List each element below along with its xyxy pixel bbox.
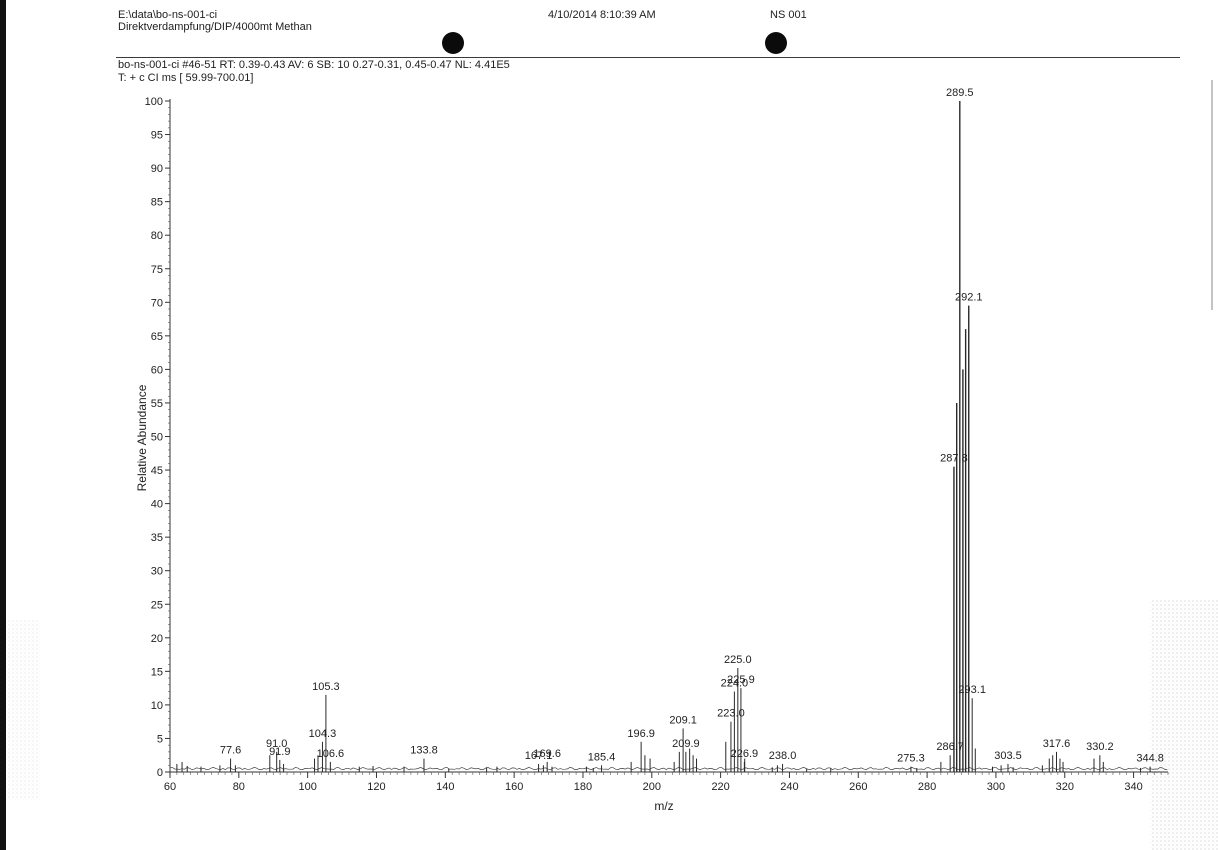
x-tick-label: 120 <box>367 781 385 793</box>
peak-label: 224.0 <box>721 677 749 689</box>
x-tick-label: 300 <box>987 781 1005 793</box>
x-tick-label: 260 <box>849 781 867 793</box>
y-tick-label: 80 <box>151 230 163 242</box>
spectrum-peaks <box>169 101 1168 772</box>
peak-label: 196.9 <box>627 728 655 740</box>
y-tick-label: 15 <box>151 666 163 678</box>
peak-label: 91.0 <box>266 738 287 750</box>
peak-label: 293.1 <box>958 684 986 696</box>
x-tick-label: 340 <box>1124 781 1142 793</box>
punch-hole-left <box>442 32 464 54</box>
peak-label: 286.7 <box>936 741 964 753</box>
x-axis-label: m/z <box>654 799 673 813</box>
y-tick-label: 75 <box>151 264 163 276</box>
peak-label: 133.8 <box>410 745 438 757</box>
method-text: Direktverdampfung/DIP/4000mt Methan <box>118 21 312 33</box>
x-tick-label: 60 <box>164 781 176 793</box>
peak-label: 91.9 <box>269 746 290 758</box>
acquisition-datetime: 4/10/2014 8:10:39 AM <box>548 9 656 21</box>
y-tick-label: 55 <box>151 398 163 410</box>
sample-name: NS 001 <box>770 9 807 21</box>
x-tick-label: 80 <box>233 781 245 793</box>
peak-label: 169.6 <box>533 748 561 760</box>
y-tick-label: 10 <box>151 700 163 712</box>
peak-label: 209.1 <box>669 714 697 726</box>
y-tick-label: 30 <box>151 566 163 578</box>
chart-axes: 0 5 10 15 20 25 30 35 40 45 50 55 60 65 70 75 80 85 90 95 10… <box>145 96 1169 793</box>
y-tick-label: 5 <box>157 733 163 745</box>
x-tick-label: 140 <box>436 781 454 793</box>
x-tick-label: 100 <box>298 781 316 793</box>
x-tick-label: 180 <box>574 781 592 793</box>
y-tick-label: 35 <box>151 532 163 544</box>
peak-label: 167.1 <box>525 750 553 762</box>
y-tick-label: 90 <box>151 163 163 175</box>
peak-label: 344.8 <box>1136 753 1164 765</box>
y-tick-label: 100 <box>145 96 163 108</box>
y-tick-label: 65 <box>151 331 163 343</box>
x-tick-label: 160 <box>505 781 523 793</box>
y-tick-label: 0 <box>157 767 163 779</box>
peak-label: 317.6 <box>1043 738 1071 750</box>
header-divider <box>116 57 1180 58</box>
y-tick-label: 70 <box>151 297 163 309</box>
peak-label: 330.2 <box>1086 741 1114 753</box>
peak-label: 185.4 <box>588 751 616 763</box>
peak-label: 77.6 <box>220 745 241 757</box>
peak-label: 106.6 <box>317 748 345 760</box>
peak-label: 225.0 <box>724 654 752 666</box>
file-path: E:\data\bo-ns-001-ci <box>118 9 218 21</box>
x-tick-label: 220 <box>711 781 729 793</box>
scan-edge-bar <box>0 0 6 850</box>
peak-label: 275.3 <box>897 753 925 765</box>
peak-label: 292.1 <box>955 292 983 304</box>
y-tick-label: 20 <box>151 633 163 645</box>
peak-label: 303.5 <box>994 750 1022 762</box>
peak-label: 225.9 <box>727 674 755 686</box>
x-tick-label: 280 <box>918 781 936 793</box>
peak-label: 226.9 <box>731 748 759 760</box>
peak-label: 105.3 <box>312 681 340 693</box>
y-tick-label: 50 <box>151 432 163 444</box>
y-tick-label: 60 <box>151 364 163 376</box>
x-tick-label: 240 <box>780 781 798 793</box>
y-tick-label: 95 <box>151 130 163 142</box>
peak-label: 223.0 <box>717 708 745 720</box>
y-tick-label: 25 <box>151 599 163 611</box>
peak-label: 289.5 <box>946 87 974 99</box>
y-tick-label: 40 <box>151 499 163 511</box>
y-tick-label: 45 <box>151 465 163 477</box>
punch-hole-right <box>765 32 787 54</box>
peak-label: 287.8 <box>940 453 968 465</box>
baseline-noise <box>169 766 1168 771</box>
scan-filter: T: + c CI ms [ 59.99-700.01] <box>118 72 254 84</box>
x-tick-label: 320 <box>1056 781 1074 793</box>
peak-label: 209.9 <box>672 738 700 750</box>
y-tick-label: 85 <box>151 197 163 209</box>
peak-label: 104.3 <box>309 728 337 740</box>
peak-labels: 77.6 91.091.9 104.3 105.3 106.6 133.8 167.1169… <box>220 87 1164 765</box>
peak-label: 238.0 <box>769 750 797 762</box>
scan-info: bo-ns-001-ci #46-51 RT: 0.39-0.43 AV: 6 … <box>118 59 510 71</box>
x-tick-label: 200 <box>643 781 661 793</box>
y-axis-label: Relative Abundance <box>135 384 149 491</box>
